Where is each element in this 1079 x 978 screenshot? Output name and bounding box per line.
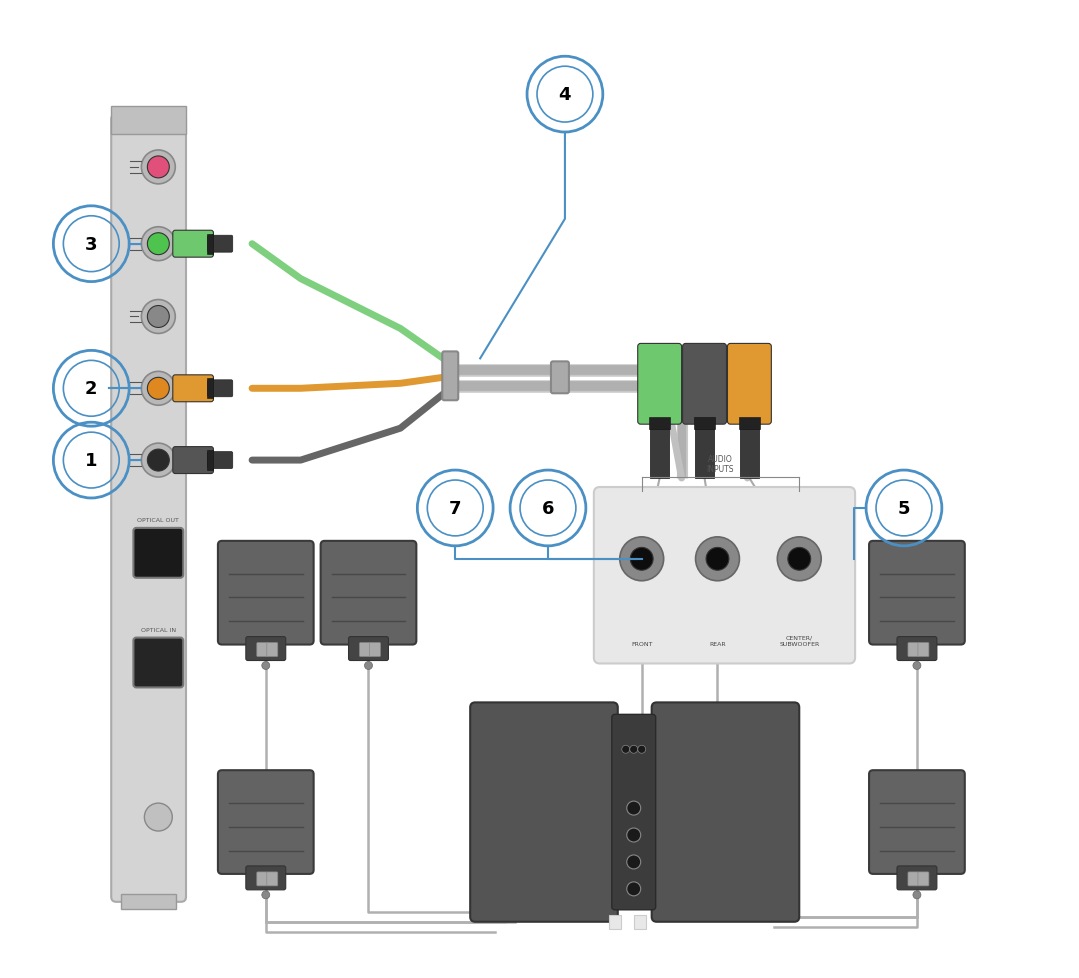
FancyBboxPatch shape [218, 771, 314, 874]
FancyBboxPatch shape [246, 867, 286, 890]
FancyBboxPatch shape [551, 362, 569, 394]
FancyBboxPatch shape [918, 872, 929, 886]
FancyBboxPatch shape [320, 541, 416, 645]
FancyBboxPatch shape [442, 352, 459, 401]
Bar [740, 423, 759, 478]
Circle shape [696, 537, 739, 581]
Bar [633, 914, 645, 929]
FancyBboxPatch shape [173, 376, 214, 402]
Bar [739, 418, 760, 429]
FancyBboxPatch shape [208, 452, 233, 469]
Circle shape [638, 745, 645, 753]
Text: 1: 1 [85, 452, 97, 469]
Bar [609, 914, 620, 929]
Circle shape [262, 662, 270, 670]
Circle shape [913, 662, 920, 670]
Text: 4: 4 [559, 86, 571, 104]
FancyBboxPatch shape [638, 344, 682, 424]
FancyBboxPatch shape [897, 637, 937, 661]
Text: 2: 2 [85, 379, 97, 398]
Circle shape [627, 828, 641, 842]
Bar [651, 423, 669, 478]
FancyBboxPatch shape [246, 637, 286, 661]
Circle shape [148, 450, 169, 471]
Circle shape [630, 548, 653, 570]
FancyBboxPatch shape [111, 115, 186, 902]
Bar [695, 423, 714, 478]
FancyBboxPatch shape [612, 715, 656, 910]
Text: 6: 6 [542, 500, 555, 517]
FancyBboxPatch shape [359, 643, 370, 657]
Circle shape [141, 228, 175, 261]
Circle shape [627, 855, 641, 869]
FancyBboxPatch shape [134, 528, 183, 578]
FancyBboxPatch shape [897, 867, 937, 890]
FancyBboxPatch shape [907, 643, 919, 657]
FancyBboxPatch shape [267, 872, 277, 886]
Circle shape [365, 662, 372, 670]
FancyBboxPatch shape [727, 344, 771, 424]
FancyBboxPatch shape [257, 643, 268, 657]
FancyBboxPatch shape [173, 231, 214, 258]
Circle shape [141, 372, 175, 406]
FancyBboxPatch shape [257, 872, 268, 886]
Bar [694, 418, 715, 429]
FancyBboxPatch shape [369, 643, 381, 657]
FancyBboxPatch shape [173, 447, 214, 474]
FancyBboxPatch shape [593, 487, 855, 664]
Circle shape [706, 548, 729, 570]
FancyBboxPatch shape [134, 638, 183, 688]
Text: CENTER/
SUBWOOFER: CENTER/ SUBWOOFER [779, 635, 819, 645]
Circle shape [777, 537, 821, 581]
FancyBboxPatch shape [470, 702, 618, 922]
FancyBboxPatch shape [918, 643, 929, 657]
Bar [207, 451, 213, 470]
Circle shape [622, 745, 630, 753]
Circle shape [619, 537, 664, 581]
Circle shape [141, 151, 175, 185]
Bar [207, 378, 213, 399]
Circle shape [627, 801, 641, 816]
Circle shape [262, 891, 270, 899]
Circle shape [141, 444, 175, 477]
Circle shape [148, 378, 169, 400]
FancyBboxPatch shape [267, 643, 277, 657]
Text: REAR: REAR [709, 641, 726, 645]
Circle shape [148, 156, 169, 179]
Circle shape [630, 745, 638, 753]
Text: 3: 3 [85, 236, 97, 253]
FancyBboxPatch shape [652, 702, 800, 922]
Text: AUDIO
INPUTS: AUDIO INPUTS [707, 454, 734, 473]
Bar [650, 418, 670, 429]
FancyBboxPatch shape [208, 236, 233, 253]
Circle shape [913, 891, 920, 899]
Circle shape [148, 234, 169, 255]
Text: 5: 5 [898, 500, 911, 517]
Circle shape [145, 803, 173, 831]
FancyBboxPatch shape [349, 637, 388, 661]
Circle shape [627, 882, 641, 896]
Bar [111, 107, 186, 135]
FancyBboxPatch shape [683, 344, 726, 424]
Circle shape [148, 306, 169, 329]
Circle shape [788, 548, 810, 570]
Text: OPTICAL IN: OPTICAL IN [140, 627, 176, 632]
Text: FRONT: FRONT [631, 641, 653, 645]
FancyBboxPatch shape [218, 541, 314, 645]
FancyBboxPatch shape [907, 872, 919, 886]
Bar [121, 894, 176, 909]
FancyBboxPatch shape [869, 771, 965, 874]
FancyBboxPatch shape [869, 541, 965, 645]
Bar [207, 235, 213, 254]
FancyBboxPatch shape [208, 380, 233, 397]
Text: 7: 7 [449, 500, 462, 517]
Text: OPTICAL OUT: OPTICAL OUT [137, 517, 179, 522]
Circle shape [141, 300, 175, 334]
